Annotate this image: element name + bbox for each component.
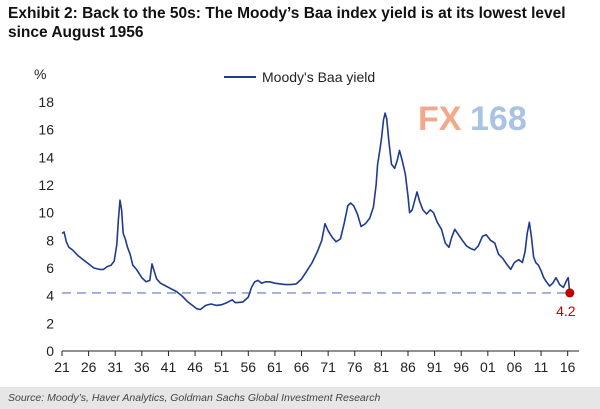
- x-tick-label: 96: [453, 359, 469, 375]
- x-tick-label: 11: [534, 359, 549, 375]
- y-axis: 0 2 4 6 8 10 12 14 16 18: [38, 94, 54, 359]
- y-tick-label: 12: [38, 177, 54, 193]
- source-note: Source: Moody’s, Haver Analytics, Goldma…: [0, 387, 600, 409]
- y-tick-label: 8: [46, 232, 54, 248]
- x-tick-label: 01: [480, 359, 496, 375]
- x-tick-label: 46: [187, 359, 203, 375]
- watermark-number: 168: [470, 100, 527, 138]
- y-tick-label: 14: [38, 149, 54, 165]
- x-tick-label: 56: [241, 359, 257, 375]
- x-axis: 21 26 31 36 41 46 51 56 61 66 71 76 81 86 91 96 01 06 11 16: [54, 350, 579, 375]
- x-tick-label: 66: [294, 359, 310, 375]
- x-tick-label: 71: [320, 359, 336, 375]
- x-tick-label: 16: [560, 359, 576, 375]
- chart: FX 168 % Moody's Baa yield 0246810121416…: [34, 66, 579, 375]
- latest-value-label: 4.2: [556, 303, 576, 319]
- x-tick-label: 31: [107, 359, 123, 375]
- x-tick-label: 26: [81, 359, 97, 375]
- legend: Moody's Baa yield: [224, 69, 375, 85]
- y-tick-label: 10: [38, 205, 54, 221]
- x-tick-label: 86: [400, 359, 416, 375]
- x-tick-label: 36: [134, 359, 150, 375]
- y-tick-label: 16: [38, 122, 54, 138]
- x-tick-label: 21: [54, 359, 70, 375]
- y-tick-label: 18: [38, 94, 54, 110]
- y-axis-unit: %: [34, 66, 46, 82]
- x-tick-label: 61: [267, 359, 283, 375]
- y-tick-label: 4: [46, 288, 54, 304]
- x-tick-label: 81: [374, 359, 390, 375]
- y-tick-label: 0: [46, 343, 54, 359]
- watermark-logo: FX 168: [418, 100, 527, 138]
- y-tick-label: 6: [46, 260, 54, 276]
- x-tick-label: 51: [214, 359, 230, 375]
- latest-value-marker: [565, 288, 575, 298]
- x-tick-label: 91: [427, 359, 443, 375]
- watermark-fx: FX: [418, 100, 462, 138]
- chart-title: Exhibit 2: Back to the 50s: The Moody’s …: [8, 5, 566, 41]
- x-tick-label: 41: [161, 359, 177, 375]
- x-tick-label: 76: [347, 359, 363, 375]
- legend-label: Moody's Baa yield: [262, 69, 375, 85]
- x-tick-label: 06: [507, 359, 523, 375]
- y-tick-label: 2: [46, 315, 54, 331]
- series-line-moodys-baa-yield: [61, 112, 571, 311]
